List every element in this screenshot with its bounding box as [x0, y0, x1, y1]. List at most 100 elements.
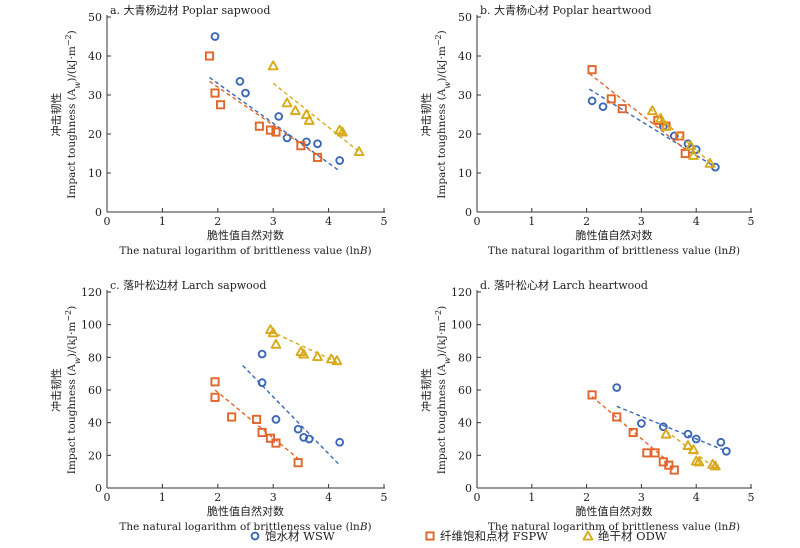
- data-point-odw: [326, 353, 337, 364]
- data-point-fspw: [628, 427, 638, 438]
- x-tick-label: 0: [104, 215, 111, 228]
- data-point-wsw: [637, 419, 646, 428]
- y-axis-label-cn: 冲击韧性: [419, 368, 433, 412]
- data-point-fspw: [680, 148, 690, 159]
- y-axis-label-cn: 冲击韧性: [49, 93, 63, 137]
- data-point-fspw: [210, 88, 220, 98]
- x-tick-label: 5: [381, 215, 388, 228]
- y-tick-label: 10: [458, 167, 472, 180]
- data-point-fspw: [642, 448, 652, 458]
- y-tick-label: 20: [88, 128, 102, 141]
- y-axis-label: Impact toughness (Aw)/(kJ·m−2): [434, 30, 452, 198]
- x-tick-label: 0: [474, 491, 481, 504]
- data-point-fspw: [210, 392, 220, 402]
- x-tick-label: 2: [214, 491, 221, 504]
- x-axis-label: The natural logarithm of brittleness val…: [488, 245, 740, 257]
- y-tick-label: 40: [88, 417, 102, 430]
- trend-line-wsw: [616, 405, 727, 452]
- data-point-wsw: [313, 139, 322, 149]
- data-point-wsw: [669, 131, 679, 141]
- data-point-odw: [290, 105, 301, 116]
- series-wsw: [612, 383, 731, 456]
- series-wsw: [209, 32, 345, 172]
- trend-line-odw: [649, 108, 716, 168]
- data-point-wsw: [598, 102, 608, 112]
- data-point-wsw: [683, 429, 693, 439]
- legend: 饱水材 WSW 纤维饱和点材 FSPW 绝干材 ODW: [250, 529, 667, 543]
- trend-line-wsw: [209, 76, 341, 172]
- y-tick-label: 80: [88, 351, 102, 364]
- y-tick-label: 40: [88, 50, 102, 63]
- data-point-wsw: [691, 434, 701, 444]
- chart-panel-4: 0 1 2 3 4 5 0 20 40 60 80 100 120 d. 落叶松心材 Larch hear…: [419, 278, 755, 533]
- x-tick-label: 3: [638, 215, 645, 228]
- x-tick-label: 5: [748, 491, 755, 504]
- x-axis-label-cn: 脆性值自然对数: [207, 228, 284, 242]
- data-point-odw: [331, 355, 343, 366]
- data-point-wsw: [257, 349, 267, 359]
- data-point-wsw: [304, 434, 314, 444]
- data-point-fspw: [606, 94, 616, 104]
- data-point-odw: [267, 327, 279, 338]
- legend-marker-odw: [582, 530, 594, 541]
- data-point-odw: [688, 150, 699, 160]
- data-point-fspw: [293, 458, 303, 468]
- x-axis-label-cn: 脆性值自然对数: [576, 504, 653, 518]
- x-tick-label: 0: [104, 491, 111, 504]
- data-point-wsw: [235, 76, 245, 86]
- trend-line-odw: [272, 82, 360, 153]
- data-point-fspw: [210, 377, 220, 387]
- data-point-wsw: [587, 96, 597, 106]
- x-tick-label: 1: [528, 491, 535, 504]
- legend-marker-fspw: [425, 531, 435, 541]
- data-point-fspw: [265, 433, 275, 443]
- data-point-odw: [693, 456, 705, 467]
- data-point-odw: [704, 157, 716, 168]
- data-point-fspw: [204, 51, 215, 61]
- y-tick-label: 50: [458, 11, 472, 24]
- panel-title: d. 落叶松心材 Larch heartwood: [480, 278, 648, 292]
- data-point-fspw: [216, 100, 226, 110]
- y-tick-label: 20: [458, 449, 472, 462]
- data-point-fspw: [675, 131, 685, 141]
- data-point-odw: [270, 338, 282, 349]
- x-tick-label: 4: [693, 491, 700, 504]
- series-odw: [265, 324, 343, 366]
- data-point-odw: [682, 440, 694, 451]
- legend-label-fspw: 纤维饱和点材 FSPW: [440, 529, 548, 543]
- data-point-fspw: [227, 412, 237, 422]
- chart-panel-3: 0 1 2 3 4 5 0 20 40 60 80 100 120 c. 落叶松边材 Larch sapw…: [49, 278, 388, 533]
- data-point-wsw: [335, 156, 345, 165]
- y-tick-label: 40: [458, 50, 472, 63]
- x-tick-label: 4: [693, 215, 700, 228]
- x-axis-label-cn: 脆性值自然对数: [207, 504, 284, 518]
- data-point-fspw: [612, 412, 622, 422]
- data-point-odw: [647, 105, 658, 116]
- y-tick-label: 0: [465, 206, 472, 219]
- legend-marker-wsw: [250, 531, 260, 541]
- y-tick-label: 100: [81, 319, 102, 332]
- y-tick-label: 20: [458, 128, 472, 141]
- x-tick-label: 1: [159, 215, 166, 228]
- data-point-odw: [710, 460, 721, 471]
- data-point-fspw: [257, 427, 267, 438]
- data-point-wsw: [658, 422, 668, 432]
- data-point-wsw: [612, 383, 622, 392]
- data-point-odw: [298, 348, 310, 359]
- y-tick-label: 30: [88, 89, 102, 102]
- x-tick-label: 3: [270, 491, 277, 504]
- series-fspw: [587, 65, 692, 159]
- data-point-fspw: [312, 152, 323, 162]
- data-point-fspw: [653, 115, 663, 125]
- data-point-wsw: [293, 424, 303, 434]
- y-axis-label: Impact toughness (Aw)/(kJ·m−2): [64, 306, 82, 474]
- data-point-fspw: [650, 448, 660, 458]
- data-point-fspw: [587, 65, 597, 75]
- trend-line-odw: [270, 330, 338, 363]
- x-tick-label: 3: [638, 491, 645, 504]
- data-point-fspw: [669, 465, 679, 475]
- legend-label-wsw: 饱水材 WSW: [265, 529, 335, 543]
- data-point-wsw: [716, 437, 726, 447]
